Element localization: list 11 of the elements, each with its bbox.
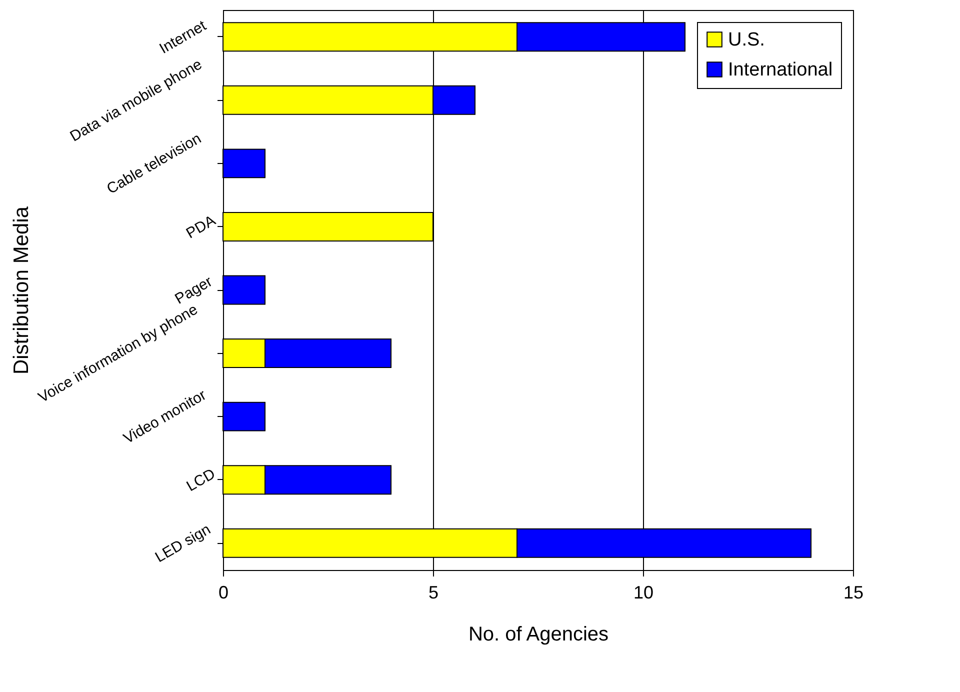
legend-label: International	[728, 60, 833, 80]
y-tick-label: LCD	[184, 465, 218, 496]
y-tick-label: LED sign	[152, 520, 214, 566]
x-tick-label: 10	[633, 582, 654, 602]
y-axis-title: Distribution Media	[10, 206, 34, 375]
y-tick-label: PDA	[183, 212, 219, 242]
x-axis-title: No. of Agencies	[468, 624, 609, 646]
x-tick-label: 0	[218, 582, 229, 602]
x-tick-label: 5	[428, 582, 439, 602]
legend-label: U.S.	[728, 30, 765, 50]
x-tick-label: 15	[843, 582, 864, 602]
